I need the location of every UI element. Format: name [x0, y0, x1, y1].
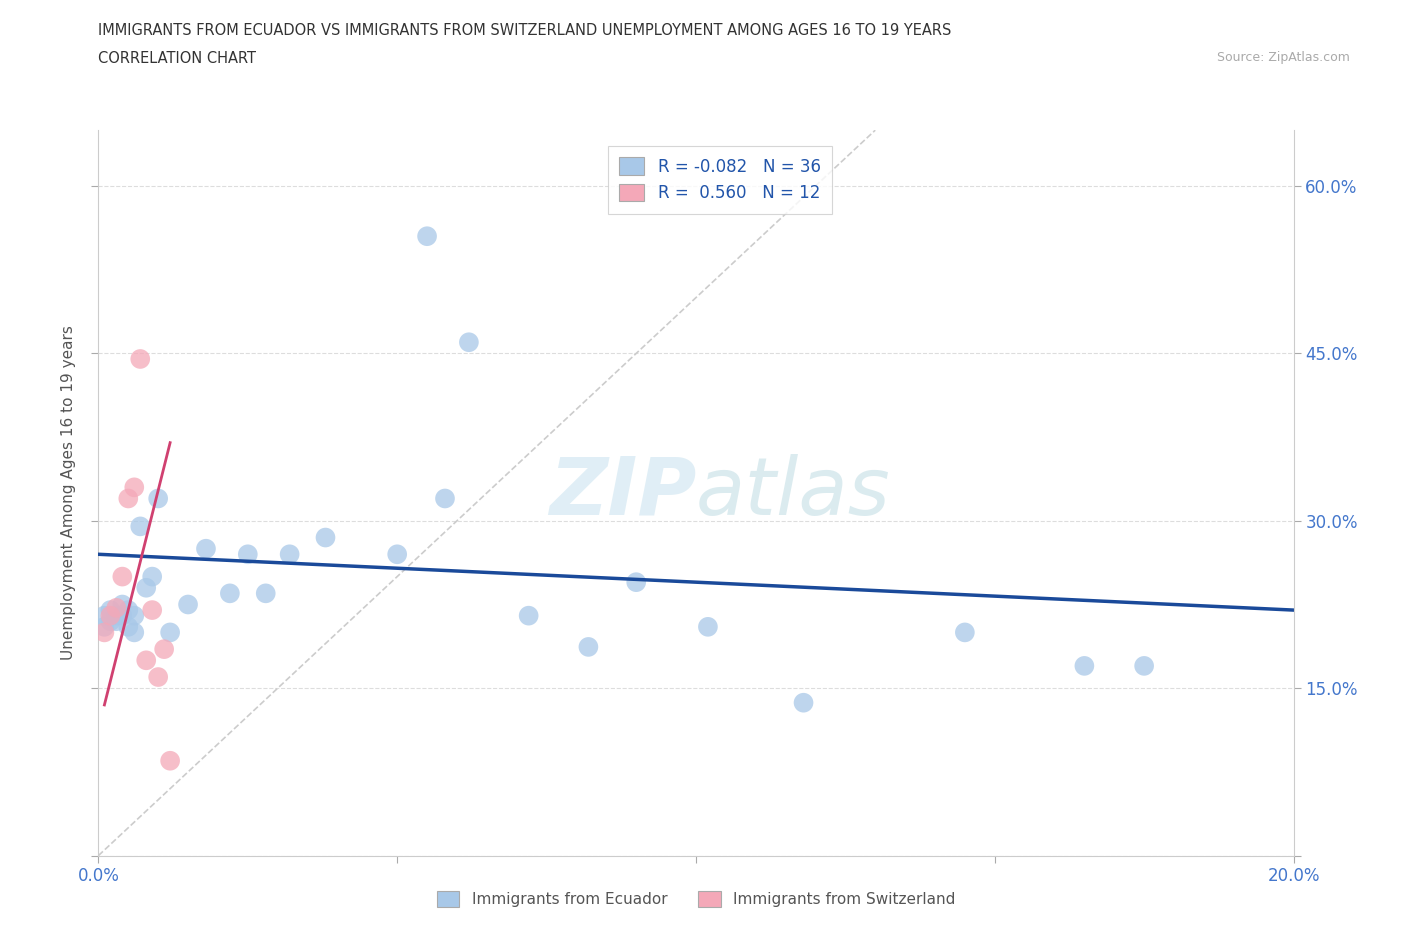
Text: atlas: atlas: [696, 454, 891, 532]
Point: [159, 753, 181, 768]
Point: [793, 696, 815, 711]
Point: [458, 335, 481, 350]
Text: Source: ZipAtlas.com: Source: ZipAtlas.com: [1216, 51, 1350, 64]
Point: [1073, 658, 1095, 673]
Point: [195, 541, 218, 556]
Point: [105, 601, 128, 616]
Point: [105, 608, 128, 623]
Point: [124, 480, 146, 495]
Point: [315, 530, 337, 545]
Point: [100, 614, 122, 629]
Point: [129, 352, 152, 366]
Point: [141, 603, 163, 618]
Point: [117, 603, 139, 618]
Point: [93, 625, 115, 640]
Text: CORRELATION CHART: CORRELATION CHART: [98, 51, 256, 66]
Point: [135, 653, 157, 668]
Point: [111, 569, 134, 584]
Point: [385, 547, 409, 562]
Text: IMMIGRANTS FROM ECUADOR VS IMMIGRANTS FROM SWITZERLAND UNEMPLOYMENT AMONG AGES 1: IMMIGRANTS FROM ECUADOR VS IMMIGRANTS FR…: [98, 23, 952, 38]
Point: [111, 597, 134, 612]
Point: [1133, 658, 1156, 673]
Point: [278, 547, 301, 562]
Point: [177, 597, 200, 612]
Point: [254, 586, 277, 601]
Point: [159, 625, 181, 640]
Point: [434, 491, 457, 506]
Y-axis label: Unemployment Among Ages 16 to 19 years: Unemployment Among Ages 16 to 19 years: [60, 326, 76, 660]
Point: [416, 229, 439, 244]
Point: [148, 491, 170, 506]
Point: [105, 614, 128, 629]
Point: [124, 608, 146, 623]
Point: [117, 491, 139, 506]
Point: [626, 575, 648, 590]
Point: [697, 619, 720, 634]
Point: [124, 625, 146, 640]
Point: [117, 619, 139, 634]
Point: [93, 619, 115, 634]
Point: [148, 670, 170, 684]
Legend: Immigrants from Ecuador, Immigrants from Switzerland: Immigrants from Ecuador, Immigrants from…: [430, 885, 962, 913]
Point: [219, 586, 242, 601]
Point: [93, 608, 115, 623]
Point: [517, 608, 540, 623]
Point: [153, 642, 176, 657]
Point: [111, 608, 134, 623]
Point: [100, 603, 122, 618]
Point: [578, 640, 600, 655]
Point: [129, 519, 152, 534]
Point: [141, 569, 163, 584]
Point: [236, 547, 259, 562]
Point: [135, 580, 157, 595]
Point: [953, 625, 976, 640]
Text: ZIP: ZIP: [548, 454, 696, 532]
Point: [100, 608, 122, 623]
